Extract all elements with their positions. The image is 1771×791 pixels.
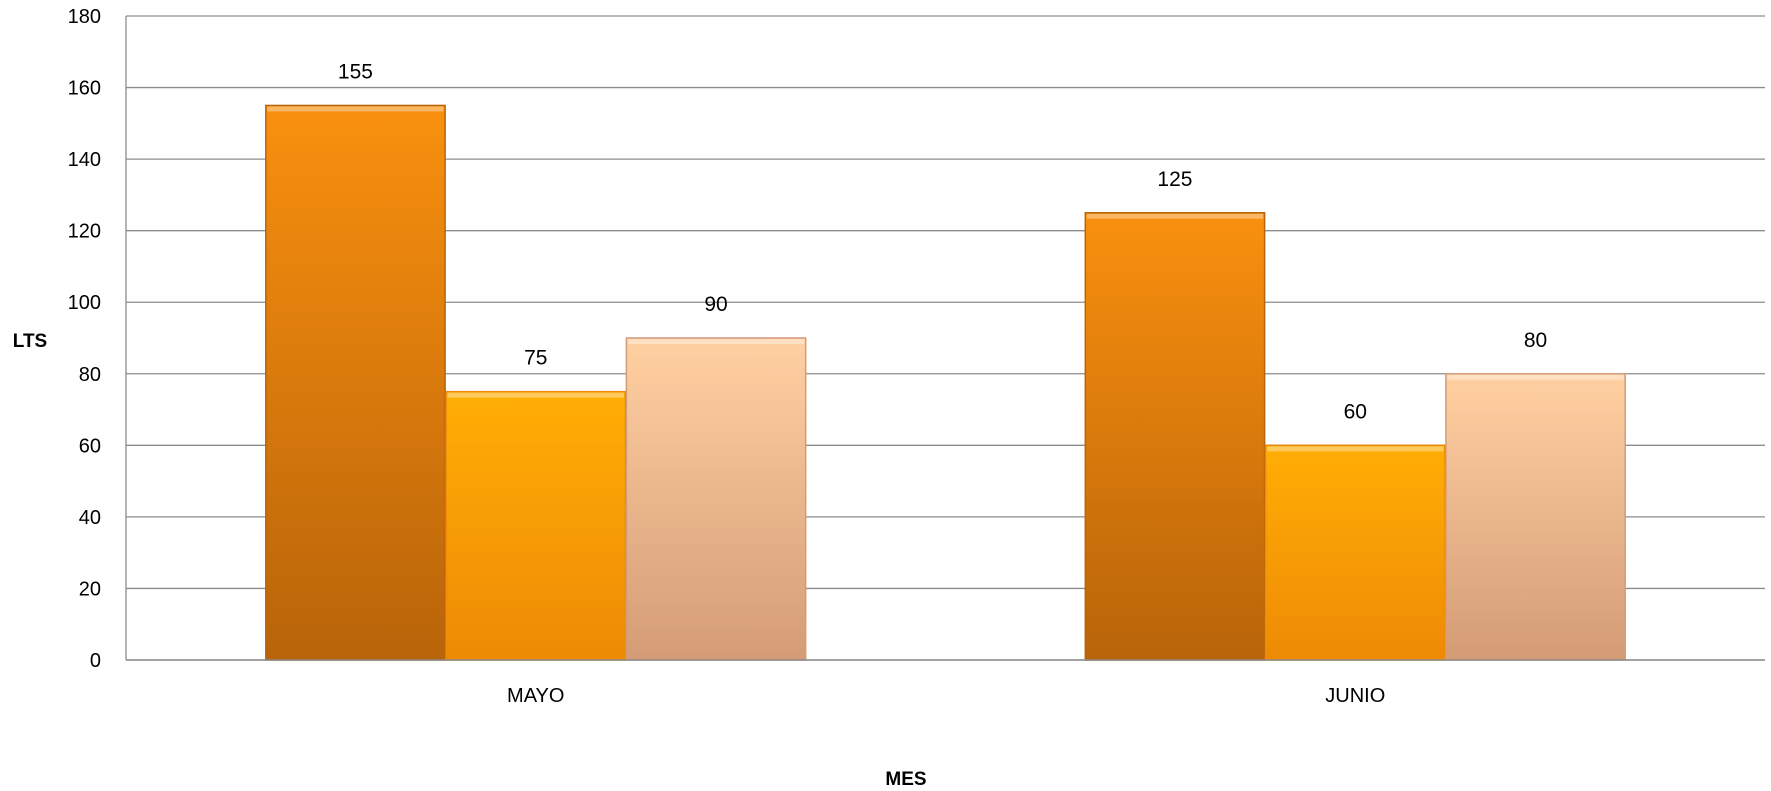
data-label: 80 [1524,329,1547,352]
y-tick-label: 140 [68,149,101,171]
y-tick-label: 120 [68,221,101,243]
data-labels: 155 75 90 125 60 80 [338,60,1547,423]
y-tick-label: 100 [68,292,101,314]
y-tick-label: 180 [68,6,101,28]
data-label: 155 [338,60,373,83]
y-tick-label: 60 [79,435,101,457]
bar [445,390,627,661]
data-label: 125 [1157,168,1192,191]
bar [1084,212,1266,661]
y-axis-ticks: 0 20 40 60 80 100 120 140 160 180 [68,6,101,672]
bar [625,337,807,661]
bar [1264,444,1446,661]
bar-highlight [1267,446,1444,452]
bars [265,104,1626,661]
x-tick-label: JUNIO [1325,685,1385,707]
x-axis-title: MES [885,769,926,790]
bar-highlight [1086,213,1264,219]
bar-highlight [1447,374,1624,380]
bar [265,104,446,661]
x-axis-ticks: MAYO JUNIO [126,659,1765,707]
y-tick-label: 20 [79,578,101,600]
data-label: 75 [524,347,547,370]
data-label: 60 [1344,400,1367,423]
bar-highlight [267,106,444,112]
y-tick-label: 80 [79,364,101,386]
y-tick-label: 40 [79,507,101,529]
x-tick-label: MAYO [507,685,564,707]
bar [1445,373,1626,661]
bar-highlight [447,392,624,398]
data-label: 90 [704,293,727,316]
y-tick-label: 160 [68,78,101,100]
bar-highlight [627,339,805,344]
y-axis-title: LTS [13,331,47,352]
y-tick-label: 0 [90,650,101,672]
